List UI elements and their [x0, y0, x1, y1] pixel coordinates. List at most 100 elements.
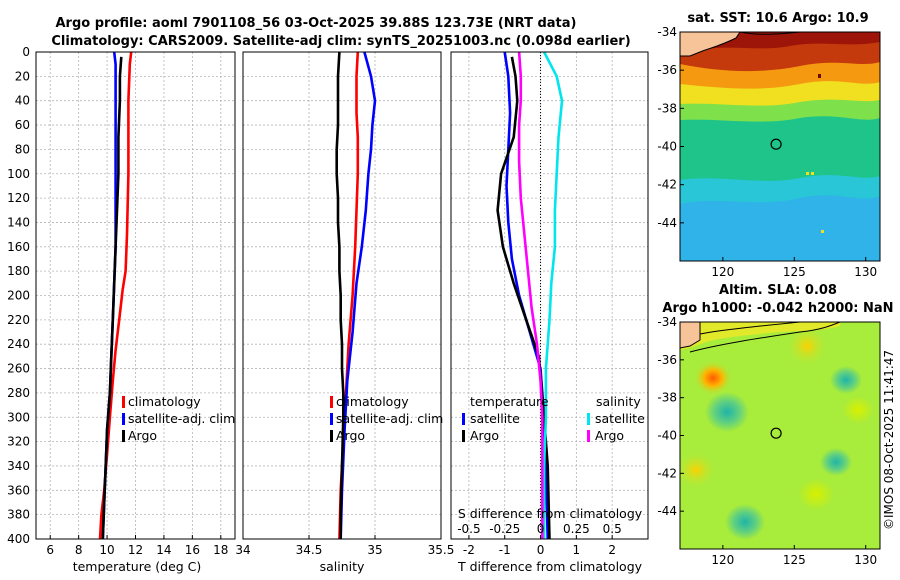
lat-tick-label: -42 — [657, 178, 677, 192]
depth-tick-label: 280 — [7, 386, 30, 400]
lat-tick-label: -36 — [657, 353, 677, 367]
x-tick-label: -1 — [499, 543, 511, 557]
salinity-x-label: salinity — [320, 559, 365, 574]
profile-line-salinity-argo — [517, 51, 544, 539]
sla-warm-eddy — [798, 478, 834, 510]
sla-cold-eddy — [820, 448, 852, 476]
depth-tick-label: 340 — [7, 459, 30, 473]
t-difference-tick-labels: -2 -1 0 1 2 — [463, 535, 616, 557]
sst-band-yellow — [680, 76, 880, 106]
salinity-panel: 34 34.5 35 35.5 salinity climatology satell… — [235, 51, 455, 574]
depth-tick-label: 100 — [7, 167, 30, 181]
legend-swatch-satellite — [330, 413, 333, 425]
lat-tick-label: -40 — [657, 429, 677, 443]
depth-tick-label: 380 — [7, 508, 30, 522]
sst-map-title: sat. SST: 10.6 Argo: 10.9 — [687, 11, 868, 26]
depth-tick-label: 120 — [7, 191, 30, 205]
depth-tick-label: 40 — [15, 94, 30, 108]
x-tick-label: 10 — [99, 543, 114, 557]
sst-band-cool — [680, 187, 880, 261]
x-tick-label: 16 — [185, 543, 200, 557]
legend-label-argo: Argo — [128, 428, 157, 443]
sla-cold-eddy — [830, 366, 862, 394]
depth-tick-label: 220 — [7, 313, 30, 327]
salinity-series — [335, 51, 377, 540]
legend-swatch-sal-argo — [587, 430, 590, 442]
x-tick-label: 12 — [128, 543, 143, 557]
depth-tick-label: 400 — [7, 532, 30, 546]
s-tick-label: 0.5 — [603, 522, 622, 536]
lon-tick-label: 125 — [783, 265, 806, 279]
temperature-legend: climatology satellite-adj. clim Argo — [122, 394, 235, 443]
legend-label-temp-satellite: satellite — [470, 411, 520, 426]
x-tick-label: 34.5 — [296, 543, 323, 557]
x-tick-label: 1 — [573, 543, 581, 557]
legend-label-climatology: climatology — [336, 394, 409, 409]
legend-label-satellite: satellite-adj. clim — [128, 411, 235, 426]
s-tick-label: -0.25 — [489, 522, 520, 536]
lat-tick-label: -38 — [657, 101, 677, 115]
difference-series — [496, 51, 564, 540]
sla-land-mask — [680, 322, 701, 349]
legend-swatch-temp-satellite — [462, 413, 465, 425]
timestamp-stamp: ©IMOS 08-Oct-2025 11:41:47 — [882, 350, 896, 530]
legend-swatch-satellite — [122, 413, 125, 425]
lat-tick-label: -34 — [657, 25, 677, 39]
sst-speckle — [811, 172, 814, 175]
depth-tick-label: 260 — [7, 362, 30, 376]
sst-land-mask — [680, 32, 741, 57]
lat-tick-label: -38 — [657, 391, 677, 405]
lat-tick-label: -42 — [657, 466, 677, 480]
t-difference-x-label: T difference from climatology — [457, 559, 643, 574]
argo-location-marker — [770, 138, 782, 150]
sla-warm-eddy — [693, 360, 733, 396]
difference-grid — [451, 51, 648, 540]
sla-latitude-labels: -34 -36 -38 -40 -42 -44 — [657, 315, 684, 518]
profile-line-temperature-argo — [496, 56, 551, 540]
depth-tick-label: 240 — [7, 337, 30, 351]
temperature-series — [98, 51, 133, 540]
depth-tick-label: 200 — [7, 289, 30, 303]
temperature-panel: 0 20 40 60 80 100 120 140 160 180 200 220 240 260 280 3… — [7, 45, 236, 574]
lon-tick-label: 120 — [711, 553, 734, 567]
x-tick-label: 6 — [46, 543, 54, 557]
profile-line-argo — [335, 51, 345, 539]
lat-tick-label: -34 — [657, 315, 677, 329]
sla-map-title-line2: Argo h1000: -0.042 h2000: NaN — [662, 301, 893, 316]
s-difference-x-label: S difference from climatology — [458, 506, 643, 521]
depth-tick-label: 180 — [7, 264, 30, 278]
x-tick-label: 35.5 — [428, 543, 455, 557]
depth-tick-label: 300 — [7, 410, 30, 424]
lat-tick-label: -44 — [657, 504, 677, 518]
lat-tick-label: -40 — [657, 140, 677, 154]
temperature-grid — [36, 51, 235, 540]
s-tick-label: -0.5 — [457, 522, 480, 536]
legend-swatch-climatology — [330, 396, 333, 408]
difference-panel: -2 -1 0 1 2 -0.5 -0.25 0 0.25 0.5 S difference f… — [450, 51, 649, 574]
difference-axes-frame — [450, 51, 649, 540]
x-tick-label: 14 — [156, 543, 171, 557]
depth-tick-labels: 0 20 40 60 80 100 120 140 160 180 200 220 240 260 280 3… — [7, 45, 30, 546]
x-tick-label: 18 — [213, 543, 228, 557]
legend-swatch-climatology — [122, 396, 125, 408]
salinity-axes-frame — [242, 51, 442, 540]
figure-title-line2: Climatology: CARS2009. Satellite-adj cli… — [51, 34, 630, 49]
legend-label-climatology: climatology — [128, 394, 201, 409]
sst-speckle — [818, 74, 821, 78]
s-tick-label: 0.25 — [563, 522, 590, 536]
temperature-tick-labels: 6 8 10 12 14 16 18 — [46, 535, 228, 557]
sst-band-green — [680, 110, 880, 181]
s-tick-label: 0 — [537, 522, 545, 536]
x-tick-label: -2 — [463, 543, 475, 557]
depth-tick-label: 80 — [15, 142, 30, 156]
sst-speckle — [821, 230, 824, 233]
argo-location-marker — [770, 427, 782, 439]
sst-map: -34 -36 -38 -40 -42 -44 120 125 130 — [657, 25, 881, 279]
legend-header-salinity: salinity — [596, 394, 641, 409]
sla-warm-eddy — [842, 396, 874, 424]
sla-map: -34 -36 -38 -40 -42 -44 120 125 130 — [657, 315, 881, 567]
lon-tick-label: 120 — [711, 265, 734, 279]
sla-coastline — [689, 322, 841, 353]
legend-swatch-sal-satellite — [587, 413, 590, 425]
